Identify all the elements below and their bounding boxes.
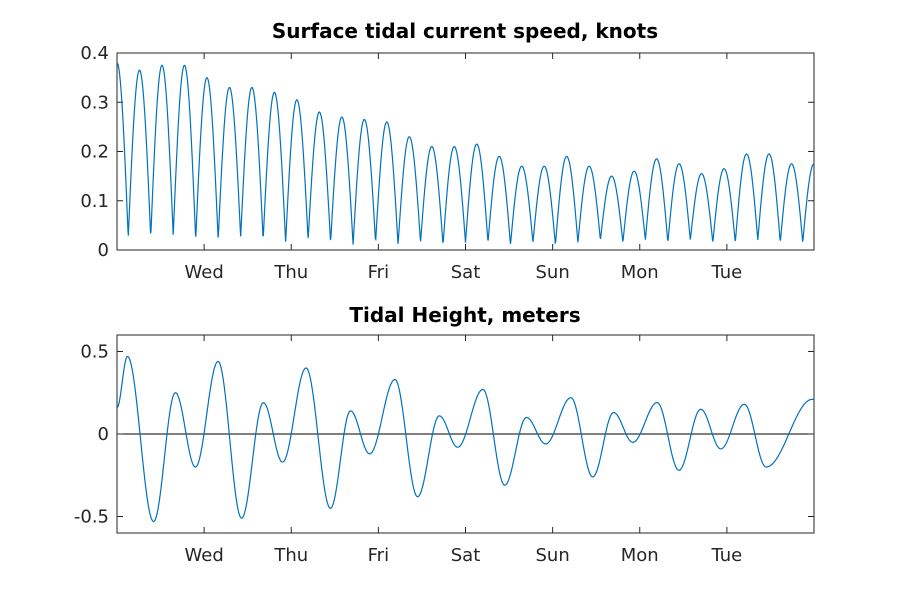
y-tick-label: 0.1: [80, 191, 109, 212]
tidal-height-title: Tidal Height, meters: [349, 303, 580, 327]
x-tick-label: Sun: [536, 545, 570, 566]
x-tick-label: Mon: [621, 262, 659, 283]
x-tick-label: Tue: [711, 262, 743, 283]
tidal-height-series-line: [116, 355, 814, 523]
y-tick-label: 0: [98, 240, 109, 261]
y-tick-label: 0: [98, 424, 109, 445]
tidal-height-panel: Tidal Height, meters -0.5 0 0.5 Wed Thu Fri Sa…: [74, 303, 815, 566]
x-tick-label: Sun: [536, 262, 570, 283]
x-tick-label: Sat: [451, 545, 481, 566]
x-tick-label: Wed: [185, 262, 224, 283]
y-tick-label: -0.5: [74, 507, 109, 528]
x-tick-label: Thu: [273, 262, 308, 283]
current-speed-series-line: [116, 62, 815, 245]
y-tick-label: 0.4: [80, 43, 109, 64]
x-tick-label: Sat: [451, 262, 481, 283]
current-speed-title: Surface tidal current speed, knots: [272, 19, 658, 43]
x-tick-label: Fri: [368, 545, 389, 566]
y-tick-label: 0.5: [80, 342, 109, 363]
x-tick-label: Mon: [621, 545, 659, 566]
current-speed-ticks: 0 0.1 0.2 0.3 0.4 Wed Thu Fri Sat Sun Mon Tue: [80, 43, 814, 283]
tidal-height-ticks: -0.5 0 0.5 Wed Thu Fri Sat Sun Mon Tue: [74, 335, 814, 566]
x-tick-label: Tue: [711, 545, 743, 566]
x-tick-label: Fri: [368, 262, 389, 283]
x-tick-label: Wed: [185, 545, 224, 566]
y-tick-label: 0.2: [80, 142, 109, 163]
current-speed-panel: Surface tidal current speed, knots 00.10…: [80, 19, 815, 283]
current-speed-axes: [116, 52, 815, 251]
y-tick-label: 0.3: [80, 92, 109, 113]
x-tick-label: Thu: [273, 545, 308, 566]
